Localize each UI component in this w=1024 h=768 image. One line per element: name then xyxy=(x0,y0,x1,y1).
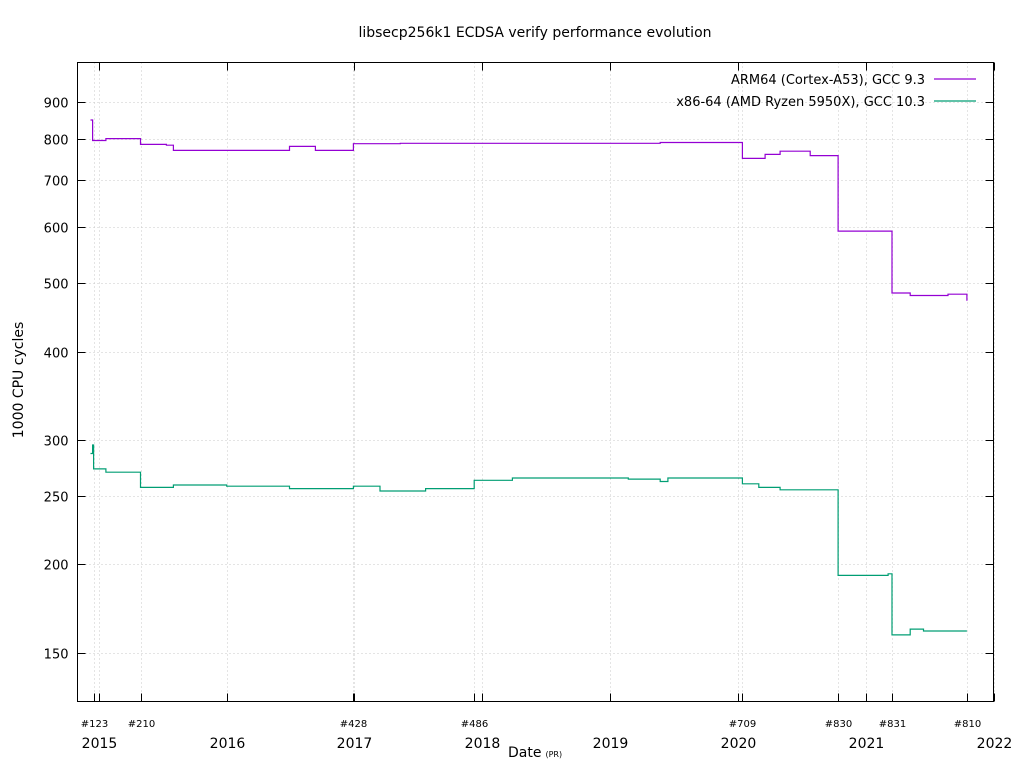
legend-label-0: ARM64 (Cortex-A53), GCC 9.3 xyxy=(731,73,925,88)
y-tick-label: 700 xyxy=(44,175,69,190)
legend: ARM64 (Cortex-A53), GCC 9.3 x86-64 (AMD R… xyxy=(676,73,976,110)
series-group xyxy=(90,119,968,636)
x-pr-label: #428 xyxy=(340,719,367,730)
y-tick-label: 200 xyxy=(44,559,69,574)
x-axis-label-suffix: (PR) xyxy=(545,750,562,759)
x-year-label: 2018 xyxy=(465,736,501,752)
x-year-label: 2015 xyxy=(82,736,118,752)
x-pr-label: #486 xyxy=(461,719,488,730)
x-year-label: 2017 xyxy=(337,736,373,752)
y-tick-label: 800 xyxy=(44,134,69,149)
x-year-label: 2016 xyxy=(210,736,246,752)
chart-title: libsecp256k1 ECDSA verify performance ev… xyxy=(358,25,711,41)
x-axis-label: Date (PR) xyxy=(508,745,562,761)
series-line-1 xyxy=(90,444,967,636)
x-pr-label: #123 xyxy=(81,719,108,730)
x-pr-label: #709 xyxy=(729,719,756,730)
x-year-label: 2021 xyxy=(849,736,885,752)
x-year-label: 2019 xyxy=(593,736,629,752)
x-pr-label: #810 xyxy=(954,719,981,730)
y-axis-label: 1000 CPU cycles xyxy=(11,322,27,438)
y-tick-label: 400 xyxy=(44,347,69,362)
y-tick-label: 500 xyxy=(44,278,69,293)
axes: 150 200 250 300 400 500 600 700 800 900 2015 2016 20… xyxy=(44,62,1013,752)
grid xyxy=(77,62,995,702)
series-line-0 xyxy=(90,119,968,301)
x-pr-label: #830 xyxy=(825,719,852,730)
y-tick-label: 900 xyxy=(44,97,69,112)
y-tick-label: 300 xyxy=(44,435,69,450)
x-year-label: 2022 xyxy=(977,736,1013,752)
plot-frame xyxy=(77,62,994,702)
x-pr-label: #831 xyxy=(879,719,906,730)
y-tick-label: 250 xyxy=(44,491,69,506)
x-axis-label-main: Date xyxy=(508,745,541,761)
y-tick-label: 600 xyxy=(44,222,69,237)
x-year-label: 2020 xyxy=(721,736,757,752)
x-pr-label: #210 xyxy=(128,719,155,730)
y-tick-label: 150 xyxy=(44,648,69,663)
legend-label-1: x86-64 (AMD Ryzen 5950X), GCC 10.3 xyxy=(676,95,925,110)
